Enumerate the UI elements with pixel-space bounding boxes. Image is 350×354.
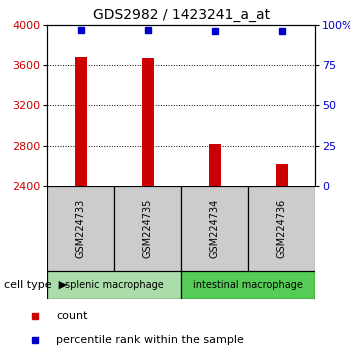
Text: GSM224735: GSM224735 xyxy=(143,199,153,258)
Text: percentile rank within the sample: percentile rank within the sample xyxy=(56,335,244,345)
Bar xyxy=(75,57,87,186)
Bar xyxy=(47,186,114,271)
Bar xyxy=(181,186,248,271)
Text: splenic macrophage: splenic macrophage xyxy=(65,280,163,290)
Text: GSM224733: GSM224733 xyxy=(76,199,86,258)
Bar xyxy=(142,58,154,186)
Text: cell type  ▶: cell type ▶ xyxy=(4,280,66,290)
Text: GSM224734: GSM224734 xyxy=(210,199,219,258)
Bar xyxy=(209,144,220,186)
Bar xyxy=(47,271,181,299)
Title: GDS2982 / 1423241_a_at: GDS2982 / 1423241_a_at xyxy=(92,8,270,22)
Text: count: count xyxy=(56,310,88,321)
Bar xyxy=(275,164,288,186)
Text: intestinal macrophage: intestinal macrophage xyxy=(193,280,303,290)
Bar xyxy=(181,271,315,299)
Bar xyxy=(114,186,181,271)
Text: GSM224736: GSM224736 xyxy=(276,199,287,258)
Bar xyxy=(248,186,315,271)
